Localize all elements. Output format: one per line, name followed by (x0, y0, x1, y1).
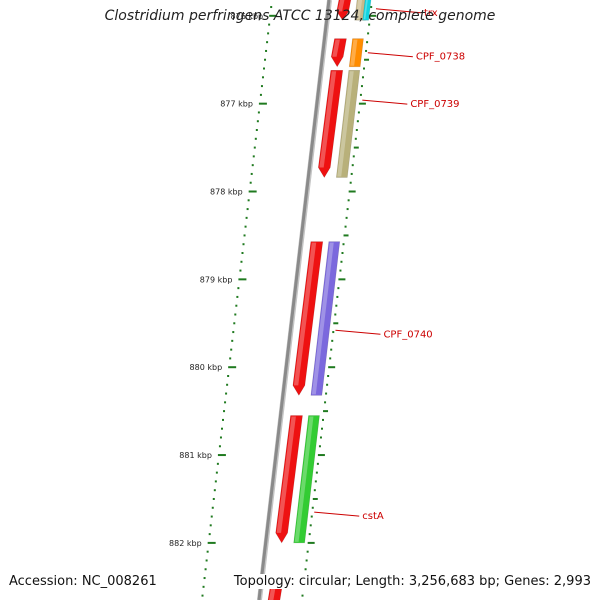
map-footer: Accession: NC_008261 Topology: circular;… (0, 571, 600, 595)
tick-label: 877 kbp (220, 100, 253, 109)
genome-title: Clostridium perfringens ATCC 13124, comp… (104, 8, 496, 24)
gene-feature (275, 415, 303, 544)
tick-label: 882 kbp (169, 539, 202, 548)
gene-feature-highlight (332, 39, 340, 57)
gene-feature (310, 241, 341, 396)
genome-backbone (257, 0, 331, 600)
tick-label: 880 kbp (190, 363, 223, 372)
label-leader-line (335, 329, 381, 335)
gene-feature-highlight (337, 71, 354, 177)
gene-label: CPF_0739 (410, 99, 459, 110)
gene-feature (335, 69, 361, 178)
gene-feature-highlight (294, 416, 314, 542)
gene-label: CPF_0738 (416, 52, 465, 63)
label-leader-line (375, 8, 422, 14)
gene-feature-highlight (337, 0, 345, 12)
gene-feature-highlight (319, 71, 337, 168)
gene-feature (292, 241, 324, 396)
label-leader-line (362, 99, 408, 105)
gene-feature (293, 415, 320, 544)
tick-label: 876 kbp (231, 12, 264, 21)
gene-feature (362, 0, 372, 21)
gene-feature-highlight (311, 242, 334, 395)
gene-feature-highlight (293, 242, 317, 386)
tick-label: 881 kbp (179, 451, 212, 460)
gene-features (267, 0, 372, 600)
gene-label: CPF_0740 (383, 329, 432, 340)
label-leader-line (314, 511, 360, 517)
gene-label: trx (424, 8, 438, 19)
tick-label: 878 kbp (210, 188, 243, 197)
gene-feature (317, 69, 344, 179)
tick-label: 879 kbp (200, 275, 233, 284)
gene-feature (336, 0, 352, 21)
gene-feature (348, 38, 364, 68)
gene-feature (330, 38, 347, 68)
scale-ticks: 876 kbp 877 kbp 878 kbp 879 kbp 880 kbp 881 k… (169, 6, 377, 597)
gene-labels: trx CPF_0738 CPF_0739 CPF_0740 cstA (314, 8, 465, 522)
gene-feature-highlight (363, 0, 368, 20)
gene-feature-highlight (355, 0, 363, 20)
accession-text: Accession: NC_008261 (9, 574, 157, 589)
label-leader-line (367, 52, 413, 58)
gene-label: cstA (362, 511, 384, 522)
gene-feature-highlight (350, 39, 358, 66)
gene-feature-highlight (276, 416, 296, 533)
genome-summary-text: Topology: circular; Length: 3,256,683 bp… (231, 574, 591, 589)
